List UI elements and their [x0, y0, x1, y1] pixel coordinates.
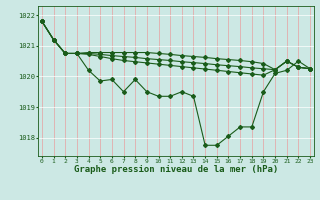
X-axis label: Graphe pression niveau de la mer (hPa): Graphe pression niveau de la mer (hPa) [74, 165, 278, 174]
